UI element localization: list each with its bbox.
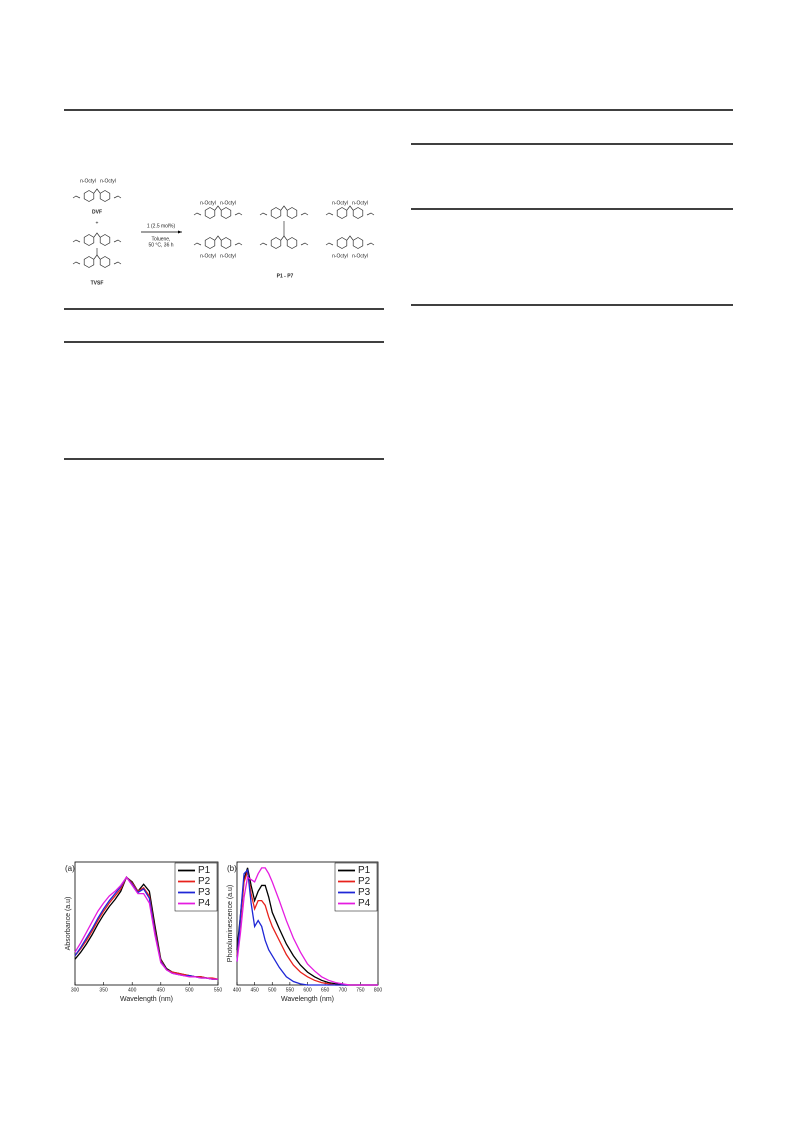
x-tick-label: 450	[250, 987, 259, 993]
bond	[93, 188, 101, 194]
bond	[193, 212, 202, 216]
ring	[352, 207, 364, 219]
ring	[83, 256, 95, 268]
bond	[280, 235, 288, 241]
x-tick-label: 800	[374, 987, 383, 993]
substituent: n-Octyl	[352, 200, 368, 206]
plot-frame	[74, 861, 219, 986]
legend-label: P2	[198, 876, 211, 887]
bond	[234, 242, 243, 246]
bond	[93, 232, 101, 238]
bond	[300, 212, 309, 216]
legend-label: P3	[358, 887, 371, 898]
x-tick-label: 450	[157, 987, 166, 993]
condition: 1 (2.5 mol%)	[147, 223, 176, 229]
ring	[220, 207, 232, 219]
legend-label: P1	[358, 865, 371, 876]
substituent: n-Octyl	[332, 253, 348, 259]
legend-label: P4	[358, 898, 371, 909]
ring	[270, 237, 282, 249]
bond	[193, 242, 202, 246]
chart: 400 450 500 550 600 650 700 750 800 Wavelength (n…	[227, 861, 383, 1003]
ring	[286, 237, 298, 249]
ring	[336, 207, 348, 219]
bond	[300, 242, 309, 246]
x-tick-label: 500	[268, 987, 277, 993]
bond	[72, 239, 81, 243]
substituent: n-Octyl	[220, 253, 236, 259]
x-tick-label: 550	[214, 987, 223, 993]
ring	[204, 207, 216, 219]
bond	[234, 212, 243, 216]
legend-label: P2	[358, 876, 371, 887]
substituent: n-Octyl	[200, 253, 216, 259]
substituent: n-Octyl	[220, 200, 236, 206]
x-tick-label: 750	[356, 987, 365, 993]
compound-name: TVSF	[91, 280, 104, 286]
condition: Toluene,	[152, 236, 171, 242]
substituent: n-Octyl	[332, 200, 348, 206]
substituent: n-Octyl	[352, 253, 368, 259]
ring	[352, 237, 364, 249]
series-line	[74, 876, 218, 980]
condition: 50 °C, 36 h	[148, 242, 173, 248]
bond	[214, 205, 222, 211]
substituent: n-Octyl	[100, 178, 116, 184]
panel-label: (a)	[65, 864, 75, 873]
x-tick-label: 700	[339, 987, 348, 993]
compound-name: P1 - P7	[277, 273, 294, 279]
x-tick-label: 300	[71, 987, 80, 993]
plus: +	[96, 220, 99, 226]
bond	[366, 242, 375, 246]
bond	[259, 242, 268, 246]
ring	[204, 237, 216, 249]
ring	[99, 190, 111, 202]
bond	[93, 254, 101, 260]
series-line	[236, 867, 378, 986]
bond	[259, 212, 268, 216]
x-tick-label: 400	[128, 987, 137, 993]
ring	[220, 237, 232, 249]
bond	[346, 235, 354, 241]
ring	[99, 256, 111, 268]
y-axis-label: Absorbance (a.u)	[65, 897, 72, 951]
compound-name: DVF	[92, 209, 102, 215]
panel-label: (b)	[227, 864, 237, 873]
bond	[214, 235, 222, 241]
bond	[72, 261, 81, 265]
bond	[325, 242, 334, 246]
ring	[286, 207, 298, 219]
x-tick-label: 550	[286, 987, 295, 993]
legend-label: P3	[198, 887, 211, 898]
bond	[113, 195, 122, 199]
bond	[113, 239, 122, 243]
bond	[366, 212, 375, 216]
bond	[325, 212, 334, 216]
substituent: n-Octyl	[80, 178, 96, 184]
x-tick-label: 500	[185, 987, 194, 993]
bond	[72, 195, 81, 199]
arrow-head	[178, 230, 182, 234]
x-tick-label: 650	[321, 987, 330, 993]
x-axis-label: Wavelength (nm)	[281, 996, 334, 1003]
legend-label: P1	[198, 865, 211, 876]
x-tick-label: 350	[99, 987, 108, 993]
x-tick-label: 600	[303, 987, 312, 993]
legend-label: P4	[198, 898, 211, 909]
ring	[83, 234, 95, 246]
y-axis-label: Photoluminescence (a.u)	[227, 885, 234, 962]
ring	[270, 207, 282, 219]
ring	[83, 190, 95, 202]
x-axis-label: Wavelength (nm)	[120, 996, 173, 1003]
bond	[280, 205, 288, 211]
bond	[113, 261, 122, 265]
chart: 300 350 400 450 500 550 Wavelength (nm) Absorba…	[65, 861, 223, 1003]
substituent: n-Octyl	[200, 200, 216, 206]
scheme: n-Octyl n-Octyl DVF + TVSF 1 (2.5 mol%) …	[72, 178, 375, 286]
ring	[336, 237, 348, 249]
bond	[346, 205, 354, 211]
x-tick-label: 400	[233, 987, 242, 993]
ring	[99, 234, 111, 246]
